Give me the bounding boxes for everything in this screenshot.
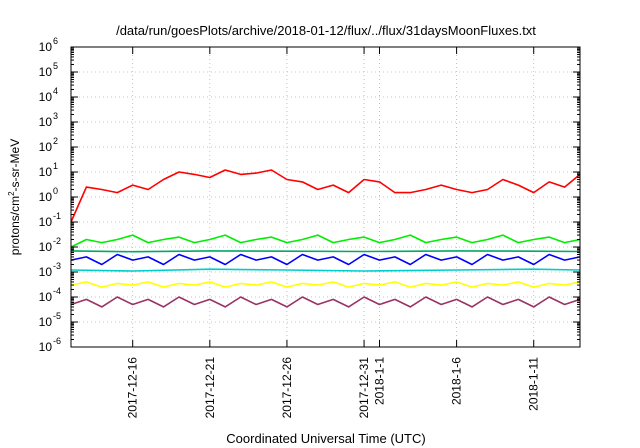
y-tick-exponent-text: -5 [53, 311, 61, 321]
y-tick-label: 10 [39, 115, 53, 129]
y-tick-label-group: 10 -6 [39, 336, 61, 354]
y-tick-label: 10 [39, 315, 53, 329]
y-tick-exponent-text: -4 [53, 286, 61, 296]
y-tick-label-group: 10 -4 [39, 286, 61, 304]
series-line-3 [70, 268, 581, 272]
series-line-6 [70, 281, 581, 288]
y-axis-ticks: 10 -610 -510 -410 -310 -210 -110 010 110 210 310 41… [39, 36, 580, 354]
y-tick-label-group: 10 4 [39, 86, 58, 104]
y-tick-label: 10 [39, 240, 53, 254]
y-tick-label: 10 [39, 290, 53, 304]
y-tick-label: 10 [39, 265, 53, 279]
y-tick-label-group: 10 0 [39, 186, 58, 204]
y-tick-label-group: 10 -1 [39, 211, 61, 229]
x-tick-label: 2017-12-26 [280, 357, 294, 419]
y-tick-exponent-text: 3 [53, 111, 58, 121]
y-tick-label-group: 10 1 [39, 161, 58, 179]
x-tick-label: 2017-12-31 [357, 357, 371, 419]
y-tick-exponent-text: 1 [53, 161, 58, 171]
y-label-suffix: -s-sr-MeV [8, 139, 22, 192]
y-tick-label: 10 [39, 165, 53, 179]
y-tick-label: 10 [39, 90, 53, 104]
y-tick-exponent-text: 6 [53, 36, 58, 46]
x-tick-label: 2018-1-6 [450, 357, 464, 405]
y-tick-label-group: 10 5 [39, 61, 58, 79]
y-tick-label: 10 [39, 65, 53, 79]
x-axis-ticks: 2017-12-16 2017-12-21 2017-12-26 2017-12-31… [126, 47, 541, 418]
series-line-7 [70, 296, 581, 308]
series-group [70, 169, 581, 308]
y-tick-label-group: 10 -3 [39, 261, 61, 279]
y-tick-exponent-text: -2 [53, 236, 61, 246]
y-tick-label: 10 [39, 140, 53, 154]
y-tick-exponent-text: -1 [53, 211, 61, 221]
y-tick-label-group: 10 -2 [39, 236, 61, 254]
series-line-4 [70, 250, 581, 253]
x-tick-label: 2017-12-21 [203, 357, 217, 419]
y-tick-exponent-text: -3 [53, 261, 61, 271]
y-tick-exponent-text: 4 [53, 86, 58, 96]
x-tick-label: 2018-1-1 [372, 357, 386, 405]
y-tick-label: 10 [39, 40, 53, 54]
y-tick-label: 10 [39, 190, 53, 204]
y-tick-exponent-text: 2 [53, 136, 58, 146]
y-tick-label-group: 10 3 [39, 111, 58, 129]
y-tick-exponent-text: -6 [53, 336, 61, 346]
y-label-prefix: protons/cm [8, 196, 22, 255]
y-tick-exponent-text: 5 [53, 61, 58, 71]
chart-title: /data/run/goesPlots/archive/2018-01-12/f… [116, 23, 536, 38]
series-line-5 [70, 253, 581, 266]
y-label-sup: 2 [7, 191, 16, 196]
y-tick-label-group: 10 6 [39, 36, 58, 54]
y-tick-label: 10 [39, 215, 53, 229]
series-line-1 [70, 169, 581, 223]
y-axis-label: protons/cm2-s-sr-MeV [7, 139, 22, 255]
series-line-2 [70, 234, 581, 248]
x-tick-label: 2017-12-16 [126, 357, 140, 419]
y-tick-label-group: 10 -5 [39, 311, 61, 329]
x-axis-label: Coordinated Universal Time (UTC) [226, 431, 425, 446]
grid [71, 47, 580, 347]
y-tick-label-group: 10 2 [39, 136, 58, 154]
y-tick-exponent-text: 0 [53, 186, 58, 196]
y-tick-label: 10 [39, 340, 53, 354]
x-tick-label: 2018-1-11 [527, 357, 541, 411]
